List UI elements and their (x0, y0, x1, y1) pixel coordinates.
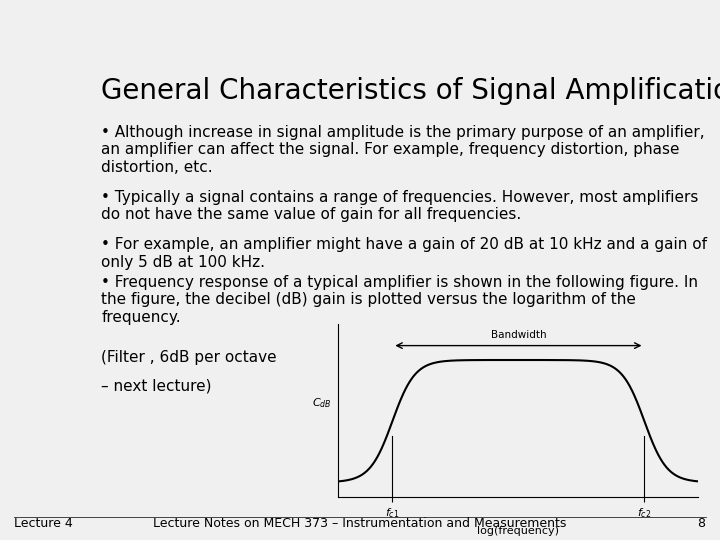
Text: • Typically a signal contains a range of frequencies. However, most amplifiers d: • Typically a signal contains a range of… (101, 190, 698, 222)
Text: Bandwidth: Bandwidth (490, 330, 546, 340)
Text: – next lecture): – next lecture) (101, 379, 212, 394)
Text: • Although increase in signal amplitude is the primary purpose of an amplifier, : • Although increase in signal amplitude … (101, 125, 705, 175)
Text: • Frequency response of a typical amplifier is shown in the following figure. In: • Frequency response of a typical amplif… (101, 275, 698, 325)
X-axis label: log(frequency): log(frequency) (477, 526, 559, 536)
Text: Lecture 4: Lecture 4 (14, 517, 73, 530)
Y-axis label: $C_{dB}$: $C_{dB}$ (312, 396, 331, 410)
Text: • For example, an amplifier might have a gain of 20 dB at 10 kHz and a gain of o: • For example, an amplifier might have a… (101, 238, 707, 270)
Text: Lecture Notes on MECH 373 – Instrumentation and Measurements: Lecture Notes on MECH 373 – Instrumentat… (153, 517, 567, 530)
Text: 8: 8 (698, 517, 706, 530)
Text: General Characteristics of Signal Amplification: General Characteristics of Signal Amplif… (101, 77, 720, 105)
Text: (Filter , 6dB per octave: (Filter , 6dB per octave (101, 349, 276, 364)
